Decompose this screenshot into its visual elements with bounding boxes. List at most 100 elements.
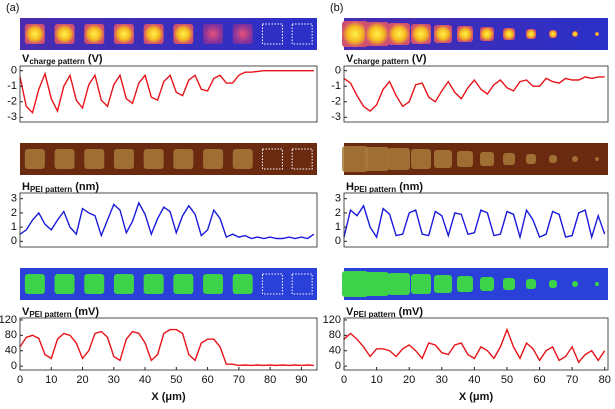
pattern-square	[411, 149, 431, 169]
pattern-square	[342, 146, 368, 172]
pattern-square	[173, 274, 194, 294]
y-tick-label: 2	[335, 207, 341, 219]
plot-frame	[19, 317, 318, 371]
y-label-subscript: charge pattern	[29, 57, 85, 66]
pattern-square	[434, 275, 452, 293]
y-label-symbol: V	[22, 53, 30, 65]
x-tick-label: 0	[341, 374, 347, 386]
pattern-square	[595, 282, 599, 286]
y-label-subscript: PEI pattern	[29, 310, 71, 319]
data-line	[343, 76, 605, 113]
y-label-symbol: V	[346, 306, 354, 318]
y-tick-label: 40	[5, 345, 17, 357]
x-tick-label: 20	[403, 374, 415, 386]
pattern-square	[388, 273, 410, 295]
pattern-square	[365, 22, 389, 46]
y-label-symbol: H	[22, 181, 30, 193]
data-line	[19, 201, 315, 240]
y-tick-label: 80	[5, 329, 17, 341]
empty-square	[261, 23, 283, 45]
y-tick-label: 0	[335, 235, 341, 247]
empty-square	[291, 273, 313, 295]
y-tick-label: 40	[329, 345, 341, 357]
y-tick-label: 0	[335, 65, 341, 77]
pattern-square	[342, 271, 368, 297]
pattern-square	[54, 24, 75, 44]
pattern-square	[113, 274, 134, 294]
pattern-square	[173, 24, 194, 44]
panel-label: (a)	[6, 2, 19, 14]
x-tick-label: 10	[45, 374, 57, 386]
pattern-square	[24, 149, 45, 169]
pattern-square	[503, 153, 515, 165]
y-tick-label: -2	[331, 96, 341, 108]
plot-frame	[19, 192, 318, 248]
x-tick-label: 40	[468, 374, 480, 386]
pattern-square	[143, 274, 164, 294]
x-tick-label: 50	[170, 374, 182, 386]
y-tick-label: -1	[331, 80, 341, 92]
pattern-square	[203, 24, 224, 44]
pattern-square	[549, 30, 557, 38]
y-label-subscript: PEI pattern	[30, 185, 72, 194]
empty-square	[261, 273, 283, 295]
y-tick-label: -3	[7, 111, 17, 123]
pattern-square	[572, 31, 578, 37]
x-tick-label: 70	[233, 374, 245, 386]
pattern-square	[113, 24, 134, 44]
plot-frame	[343, 65, 609, 123]
pattern-square	[232, 24, 253, 44]
pattern-square	[411, 24, 431, 44]
plot-frame	[343, 317, 609, 371]
x-tick-label: 20	[76, 374, 88, 386]
pattern-square	[526, 29, 536, 39]
y-label-subscript: charge pattern	[353, 57, 409, 66]
y-label-subscript: PEI pattern	[354, 185, 396, 194]
plot-frame	[343, 192, 609, 248]
pattern-square	[388, 23, 410, 45]
pattern-square	[411, 274, 431, 294]
y-axis-label: VPEI pattern (mV)	[346, 306, 423, 319]
pattern-square	[143, 149, 164, 169]
y-axis-label: HPEI pattern (nm)	[22, 181, 99, 194]
y-label-unit: (nm)	[75, 181, 99, 193]
pattern-square	[480, 152, 494, 166]
y-label-unit: (V)	[88, 53, 103, 65]
y-label-subscript: PEI pattern	[353, 310, 395, 319]
x-tick-label: 80	[264, 374, 276, 386]
x-tick-label: 30	[436, 374, 448, 386]
y-label-symbol: V	[22, 306, 30, 318]
pattern-square	[457, 26, 473, 42]
empty-square	[291, 148, 313, 170]
empty-square	[261, 148, 283, 170]
pattern-square	[24, 274, 45, 294]
data-line	[19, 70, 314, 115]
y-tick-label: 120	[0, 314, 17, 326]
pattern-square	[549, 280, 557, 288]
pattern-square	[434, 25, 452, 43]
pattern-square	[549, 155, 557, 163]
y-tick-label: 0	[11, 360, 17, 372]
y-tick-label: 120	[323, 314, 341, 326]
panel-label: (b)	[330, 2, 343, 14]
x-tick-label: 10	[370, 374, 382, 386]
y-tick-label: 80	[329, 329, 341, 341]
pattern-square	[54, 274, 75, 294]
y-axis-label: VPEI pattern (mV)	[22, 306, 99, 319]
x-tick-label: 30	[108, 374, 120, 386]
y-label-unit: (mV)	[399, 306, 424, 318]
x-tick-label: 0	[17, 374, 23, 386]
x-tick-label: 50	[501, 374, 513, 386]
pattern-square	[84, 274, 105, 294]
pattern-square	[388, 148, 410, 170]
x-tick-label: 80	[599, 374, 611, 386]
x-tick-label: 60	[533, 374, 545, 386]
pattern-square	[365, 272, 389, 296]
pattern-square	[503, 278, 515, 290]
plot-frame	[19, 65, 318, 123]
x-axis-label: X (μm)	[459, 391, 494, 403]
x-tick-label: 60	[201, 374, 213, 386]
x-tick-label: 40	[139, 374, 151, 386]
data-line	[343, 327, 606, 364]
